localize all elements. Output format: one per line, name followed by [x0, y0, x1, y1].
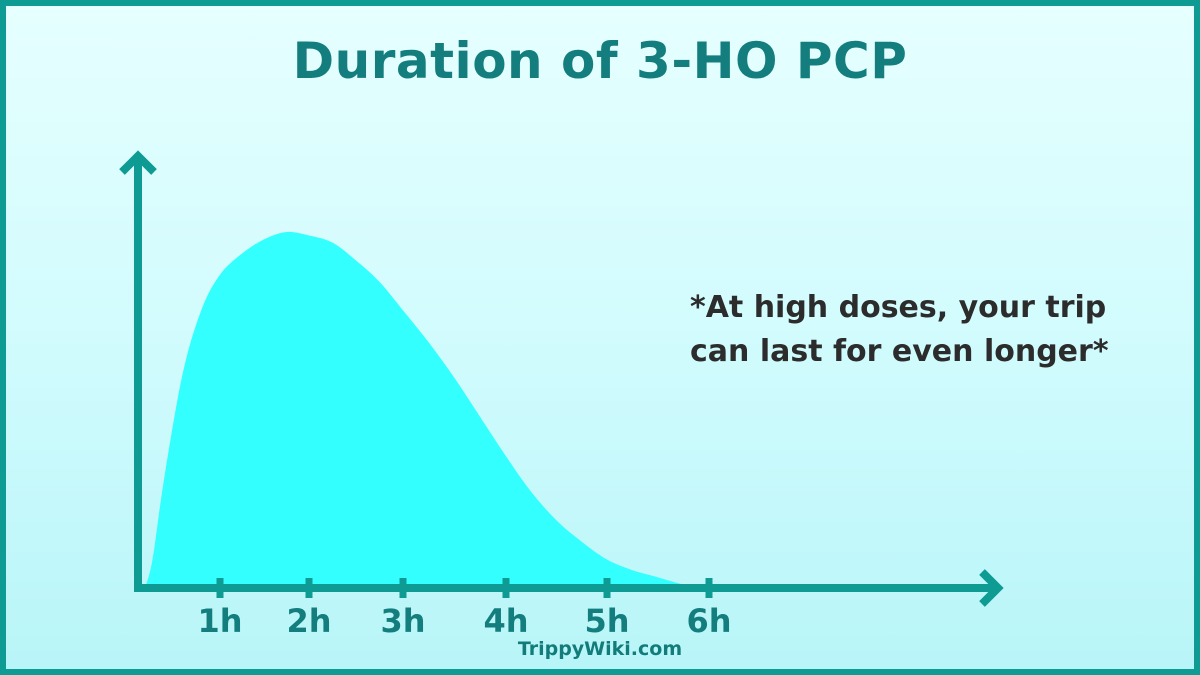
- x-tick-label: 3h: [380, 602, 425, 640]
- source-credit: TrippyWiki.com: [517, 638, 683, 660]
- duration-area: [145, 231, 709, 588]
- x-axis-arrow: [979, 569, 1004, 607]
- x-tick-label: 5h: [584, 602, 629, 640]
- high-dose-note: *At high doses, your trip can last for e…: [690, 290, 1109, 369]
- x-ticks: 1h 2h 3h 4h 5h 6h: [197, 578, 732, 640]
- y-axis-arrow: [119, 150, 157, 175]
- x-tick-label: 6h: [686, 602, 731, 640]
- x-tick-label: 4h: [483, 602, 528, 640]
- x-tick-label: 1h: [197, 602, 242, 640]
- x-tick-label: 2h: [286, 602, 331, 640]
- chart-title: Duration of 3-HO PCP: [292, 32, 908, 90]
